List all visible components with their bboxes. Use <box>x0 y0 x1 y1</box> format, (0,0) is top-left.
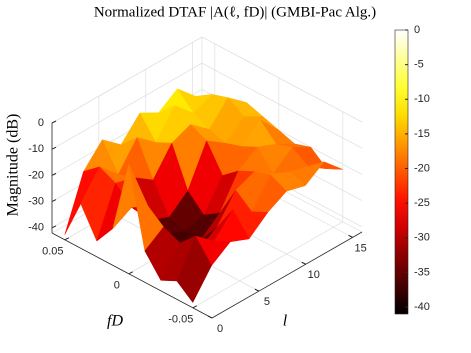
z-tick-label: -10 <box>28 143 44 155</box>
axis-line <box>211 231 363 319</box>
x-tick <box>348 234 353 238</box>
y-tick-label: 0.05 <box>42 246 63 258</box>
z-tick <box>51 146 57 150</box>
colorbar-tick-label: -20 <box>414 162 430 174</box>
x-tick <box>254 288 260 292</box>
grid-line <box>192 221 343 309</box>
colorbar-tick-label: -35 <box>414 266 430 278</box>
grid-line <box>51 62 203 150</box>
z-tick <box>51 199 57 203</box>
y-tick <box>128 271 134 275</box>
y-tick-label: 0 <box>114 280 120 292</box>
x-tick-label: 15 <box>355 242 367 254</box>
colorbar-tick-label: -10 <box>414 93 430 105</box>
chart-title: Normalized DTAF |A(ℓ, fD)| (GMBI-Pac Alg… <box>94 4 376 20</box>
x-tick <box>301 261 306 265</box>
z-tick <box>51 225 57 229</box>
colorbar-tick-label: 0 <box>414 24 420 36</box>
grid-line <box>51 36 203 124</box>
surface-patch <box>176 235 212 304</box>
z-tick-label: -30 <box>28 195 44 207</box>
z-tick-label: -20 <box>28 169 44 181</box>
y-tick <box>64 237 70 241</box>
z-tick-label: 0 <box>38 117 44 129</box>
colorbar <box>394 29 409 315</box>
colorbar-tick-label: -30 <box>414 232 430 244</box>
grid-line <box>201 62 363 149</box>
y-tick <box>192 305 198 309</box>
colorbar-tick-label: -15 <box>414 128 430 140</box>
x-tick-label: 0 <box>217 323 223 335</box>
z-tick <box>51 172 57 176</box>
y-tick-label: -0.05 <box>168 314 193 326</box>
z-axis-label: Magnitude (dB) <box>5 114 22 217</box>
colorbar-tick-label: -40 <box>414 301 430 313</box>
surface <box>64 88 343 304</box>
z-tick-label: -40 <box>28 222 44 234</box>
z-tick <box>51 120 57 124</box>
x-axis-label: l <box>283 313 288 330</box>
colorbar-tick-label: -5 <box>414 59 424 71</box>
axis-line <box>51 232 213 319</box>
y-axis-label: fD <box>107 313 123 330</box>
x-tick-label: 5 <box>264 296 270 308</box>
x-tick-label: 10 <box>308 269 320 281</box>
colorbar-tick-label: -25 <box>414 197 430 209</box>
grid-line <box>201 36 363 123</box>
